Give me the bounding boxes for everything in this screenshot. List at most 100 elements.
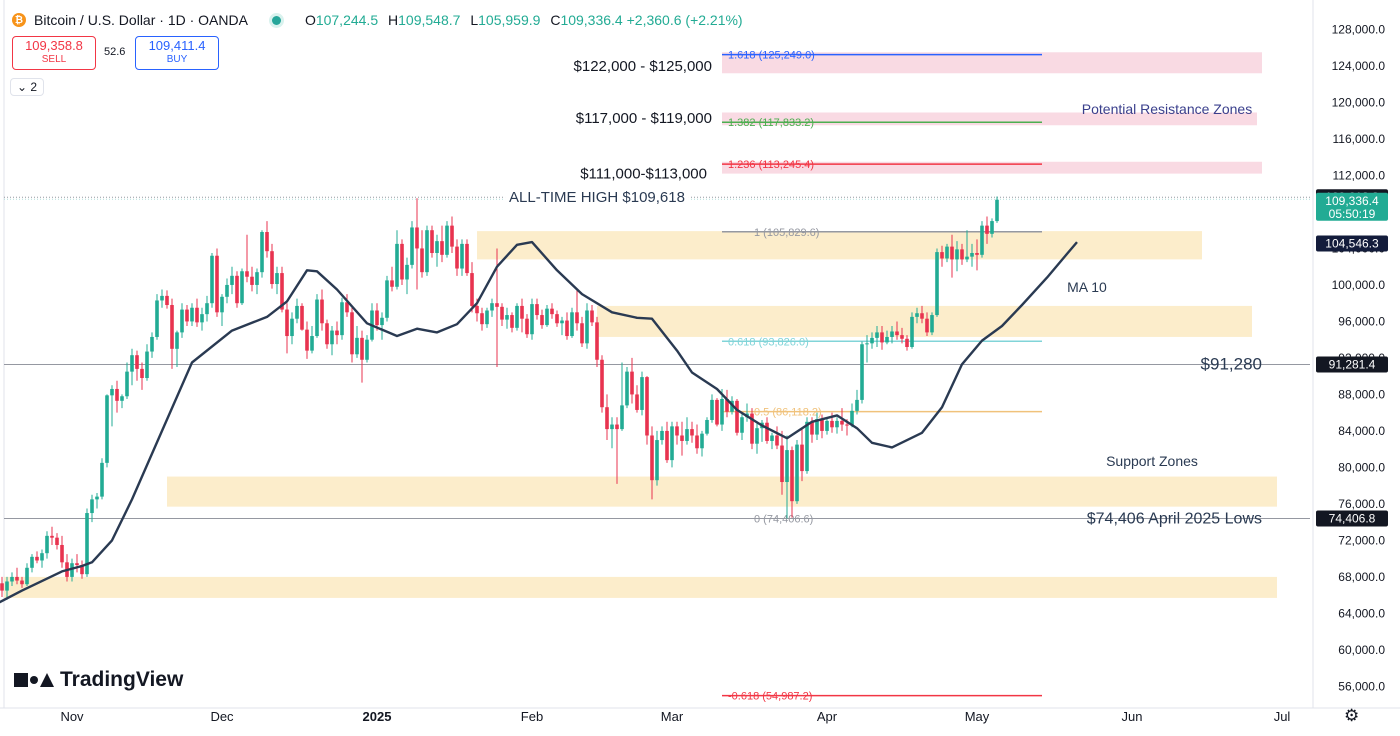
candle-body: [460, 243, 464, 269]
candle-body: [430, 230, 434, 254]
price-label-bg-1: [1316, 192, 1388, 221]
tradingview-logo[interactable]: TradingView: [14, 668, 183, 692]
candle-body: [850, 410, 854, 426]
candle-body: [485, 310, 489, 325]
buy-button[interactable]: 109,411.4 BUY: [135, 36, 219, 70]
fib-level-label-0: 1.618 (125,249.0): [728, 50, 815, 62]
candle-body: [320, 299, 324, 324]
candle-body: [130, 355, 134, 372]
candle-body: [105, 395, 109, 463]
candle-body: [915, 313, 919, 317]
candle-body: [735, 400, 739, 433]
candle-body: [820, 419, 824, 431]
open-label: O: [304, 12, 316, 28]
candle-body: [830, 420, 834, 428]
settings-gear-icon[interactable]: ⚙: [1344, 706, 1360, 725]
annotation-6: $91,280: [1201, 355, 1262, 374]
high-value: 109,548.7: [398, 12, 461, 28]
candle-body: [595, 322, 599, 360]
candle-body: [240, 271, 244, 304]
candle-body: [5, 581, 9, 591]
candle-body: [535, 304, 539, 316]
candle-body: [75, 563, 79, 566]
indicator-collapse-button[interactable]: ⌄ 2: [10, 78, 45, 96]
candle-body: [650, 435, 654, 481]
candle-body: [920, 313, 924, 319]
candle-body: [630, 371, 634, 395]
candle-body: [315, 299, 319, 337]
candle-body: [610, 424, 614, 430]
x-tick-label: 2025: [363, 709, 392, 724]
y-tick-label: 88,000.0: [1338, 387, 1385, 401]
candle-body: [800, 444, 804, 472]
candle-body: [50, 535, 54, 538]
candle-body: [635, 394, 639, 410]
candle-body: [990, 221, 994, 234]
candle-body: [265, 232, 269, 252]
candle-body: [950, 246, 954, 260]
sell-button[interactable]: 109,358.8 SELL: [12, 36, 96, 70]
candle-body: [145, 351, 149, 379]
candle-body: [415, 227, 419, 249]
candle-body: [305, 329, 309, 351]
candle-body: [605, 407, 609, 430]
y-tick-label: 100,000.0: [1332, 278, 1386, 292]
candle-body: [750, 413, 754, 444]
indicator-count: 2: [30, 80, 38, 94]
candle-body: [10, 576, 14, 582]
annotation-2: $111,000-$113,000: [580, 166, 707, 183]
resistance-zone-0: [722, 52, 1262, 74]
tradingview-icon: [14, 673, 54, 687]
y-tick-label: 112,000.0: [1333, 168, 1386, 182]
candle-body: [180, 309, 184, 333]
candle-body: [720, 398, 724, 425]
candle-body: [600, 359, 604, 408]
candle-body: [100, 462, 104, 497]
candle-body: [665, 430, 669, 461]
candle-body: [565, 320, 569, 337]
support-zone-3: [4, 576, 1277, 598]
annotation-bg-4: [505, 189, 689, 207]
candle-body: [880, 332, 884, 343]
symbol-title[interactable]: Bitcoin / U.S. Dollar · 1D · OANDA: [34, 12, 248, 28]
candle-body: [405, 264, 409, 280]
candle-body: [60, 544, 64, 563]
x-tick-label: Dec: [210, 709, 234, 724]
candle-body: [355, 337, 359, 355]
candle-body: [885, 336, 889, 343]
candle-body: [245, 271, 249, 277]
resistance-zone-2: [722, 161, 1262, 174]
candle-body: [200, 314, 204, 323]
fib-level-label-2: 1.236 (113,245.4): [728, 159, 814, 171]
candle-body: [785, 450, 789, 483]
candle-body: [775, 435, 779, 446]
close-label: C: [550, 12, 561, 28]
candle-body: [480, 313, 484, 325]
candle-body: [845, 424, 849, 426]
candle-body: [465, 243, 469, 274]
candle-body: [70, 563, 74, 577]
candle-body: [295, 305, 299, 319]
candle-body: [935, 252, 939, 316]
candle-body: [805, 421, 809, 472]
candle-body: [435, 241, 439, 254]
candle-body: [905, 338, 909, 347]
candle-body: [700, 433, 704, 449]
candle-body: [310, 336, 314, 351]
fib-level-label-7: -0.618 (54,987.2): [728, 691, 812, 703]
candle-body: [895, 331, 899, 336]
candle-body: [285, 309, 289, 337]
candle-body: [590, 310, 594, 323]
candle-body: [755, 428, 759, 444]
candle-body: [695, 435, 699, 449]
candle-body: [445, 225, 449, 255]
candle-body: [330, 330, 334, 345]
candle-body: [30, 556, 34, 568]
change-value: +2,360.6 (+2.21%): [626, 12, 743, 28]
candle-body: [620, 405, 624, 430]
candle-body: [540, 315, 544, 326]
candle-body: [40, 553, 44, 561]
candle-body: [510, 315, 514, 328]
candle-body: [455, 246, 459, 269]
